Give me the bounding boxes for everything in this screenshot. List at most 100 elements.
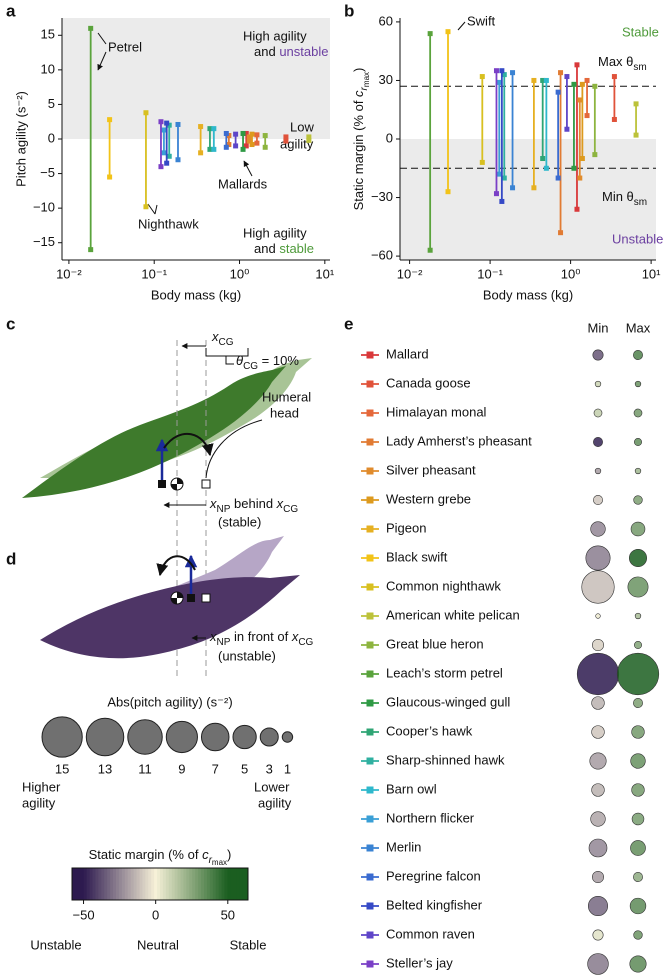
species-circle (590, 521, 606, 537)
species-circle (593, 437, 603, 447)
label: head (270, 405, 299, 420)
species-circle (630, 521, 646, 537)
colorbar-segment (160, 868, 164, 900)
legend-label: agility (22, 795, 56, 810)
colorbar-tick-label: 0 (152, 907, 159, 922)
moment-arrow (163, 432, 214, 457)
data-point (579, 156, 585, 162)
colorbar-segment (209, 868, 214, 900)
colorbar-title: ) (227, 847, 231, 862)
legend-label: Lower (254, 779, 290, 794)
species-circle (585, 545, 611, 571)
moment-arrow (156, 555, 196, 577)
y-tick-label: 15 (41, 27, 55, 42)
data-point (531, 77, 537, 83)
colorbar-segment (227, 868, 231, 900)
colorbar-segment (74, 868, 79, 900)
legend-label: Black swift (386, 549, 448, 564)
species-circle (628, 548, 648, 568)
size-legend-label: 3 (266, 761, 273, 776)
label: (unstable) (218, 648, 276, 663)
panel-label: b (344, 1, 354, 20)
data-point (555, 175, 561, 181)
reference-label: Max θ (598, 54, 633, 69)
label: x (291, 629, 299, 644)
y-tick-label: 10 (41, 61, 55, 76)
colorbar-title: max (212, 858, 227, 867)
label: behind (230, 496, 276, 511)
annotation: Petrel (108, 39, 142, 54)
label: CG (219, 337, 234, 348)
size-legend-label: 1 (284, 761, 291, 776)
annotation-arrow (98, 32, 107, 70)
data-point (226, 133, 232, 139)
legend-label: agility (258, 795, 292, 810)
background-layer (62, 18, 656, 260)
legend-marker (366, 496, 374, 504)
legend-label: Steller’s jay (386, 955, 453, 970)
legend-label: Himalayan monal (386, 404, 487, 419)
data-point (574, 62, 580, 68)
data-point (198, 150, 204, 156)
data-point (143, 110, 149, 116)
y-tick-label: 60 (379, 13, 393, 28)
colorbar-segment (136, 868, 140, 900)
size-legend-label: 13 (98, 761, 112, 776)
colorbar-segment (230, 868, 234, 900)
species-circle (634, 612, 642, 620)
data-point (540, 156, 546, 162)
legend-label: Pigeon (386, 520, 426, 535)
size-legend-circle (281, 731, 294, 743)
legend-marker (366, 351, 374, 359)
species-circle (634, 641, 642, 649)
annotation: Nighthawk (138, 216, 199, 231)
colorbar-segment (157, 868, 161, 900)
species-circle (594, 380, 602, 388)
annotation: and stable (254, 241, 314, 256)
data-point (611, 116, 617, 122)
data-point (243, 130, 249, 136)
label: = 10% (258, 353, 299, 368)
legend-label: Lady Amherst’s pheasant (386, 433, 532, 448)
colorbar-segment (107, 868, 111, 900)
data-point (592, 83, 598, 89)
data-point (158, 119, 164, 125)
data-point (164, 120, 170, 126)
colorbar-segment (171, 868, 176, 900)
reference-label: Max θsm (598, 54, 647, 72)
annotation: Stable (622, 24, 659, 39)
species-circle (592, 871, 604, 883)
data-point (577, 175, 583, 181)
annotation: Swift (467, 13, 496, 28)
species-circle (631, 725, 645, 739)
size-legend-label: 11 (138, 761, 152, 776)
colorbar-segment (127, 868, 132, 900)
legend-title: Abs(pitch agility) (s⁻²) (107, 694, 232, 709)
species-circle (634, 467, 642, 475)
data-point (240, 146, 246, 152)
data-point (198, 124, 204, 130)
data-point (243, 143, 249, 149)
humeral-marker (201, 593, 211, 603)
data-point (633, 132, 639, 138)
colorbar-segment (239, 868, 243, 900)
y-tick-label: −60 (371, 248, 393, 263)
size-legend-circle (259, 727, 279, 747)
label: xNP behind xCG (209, 496, 298, 514)
colorbar-segment (124, 868, 129, 900)
species-circle (627, 576, 649, 598)
colorbar-segment (177, 868, 182, 900)
size-legend-circle (200, 722, 230, 752)
species-circle (634, 380, 642, 388)
size-legend-circle (127, 719, 163, 755)
colorbar-segment (151, 868, 155, 900)
species-circle (593, 408, 603, 418)
data-point (211, 146, 217, 152)
x-tick-label: 10¹ (315, 266, 334, 281)
size-legend-label: 5 (241, 761, 248, 776)
species-circle (633, 698, 643, 708)
panel-label: a (6, 1, 16, 20)
colorbar-segment (148, 868, 152, 900)
colorbar-tick-label: −50 (73, 907, 95, 922)
data-point (283, 138, 289, 144)
